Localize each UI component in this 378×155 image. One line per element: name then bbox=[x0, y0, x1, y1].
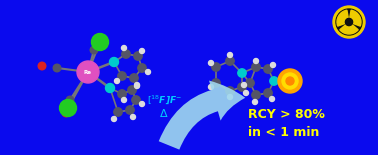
Wedge shape bbox=[337, 10, 348, 26]
Circle shape bbox=[333, 6, 365, 38]
Circle shape bbox=[53, 64, 61, 72]
Circle shape bbox=[209, 84, 214, 89]
Circle shape bbox=[209, 60, 214, 66]
Circle shape bbox=[270, 97, 274, 102]
Wedge shape bbox=[340, 25, 358, 34]
Text: $\Delta$: $\Delta$ bbox=[159, 107, 169, 119]
Circle shape bbox=[264, 89, 272, 97]
Circle shape bbox=[121, 97, 127, 102]
Circle shape bbox=[121, 46, 127, 51]
Circle shape bbox=[336, 9, 362, 35]
Circle shape bbox=[346, 19, 352, 25]
Circle shape bbox=[253, 100, 257, 104]
Circle shape bbox=[242, 82, 246, 88]
Circle shape bbox=[226, 57, 234, 65]
Circle shape bbox=[254, 58, 259, 64]
Circle shape bbox=[212, 79, 220, 87]
Circle shape bbox=[228, 53, 232, 58]
Circle shape bbox=[264, 65, 272, 73]
Circle shape bbox=[252, 63, 260, 71]
Circle shape bbox=[122, 50, 130, 58]
Circle shape bbox=[286, 77, 294, 85]
Wedge shape bbox=[350, 10, 361, 26]
Circle shape bbox=[94, 34, 102, 42]
Circle shape bbox=[66, 96, 74, 104]
Circle shape bbox=[238, 69, 246, 77]
Circle shape bbox=[128, 86, 136, 94]
Circle shape bbox=[270, 77, 278, 85]
Text: RCY > 80%: RCY > 80% bbox=[248, 108, 325, 122]
Circle shape bbox=[132, 96, 140, 104]
Text: $[^{18}$F]F$^{-}$: $[^{18}$F]F$^{-}$ bbox=[147, 94, 181, 106]
FancyArrowPatch shape bbox=[159, 81, 245, 150]
Text: Re: Re bbox=[84, 69, 92, 75]
Circle shape bbox=[238, 83, 246, 91]
Circle shape bbox=[246, 79, 254, 87]
Circle shape bbox=[126, 106, 134, 114]
Circle shape bbox=[134, 52, 142, 60]
Circle shape bbox=[139, 102, 144, 106]
Circle shape bbox=[114, 108, 122, 116]
Circle shape bbox=[62, 109, 70, 117]
Text: in < 1 min: in < 1 min bbox=[248, 126, 319, 139]
Circle shape bbox=[110, 58, 118, 66]
Circle shape bbox=[146, 69, 150, 75]
Circle shape bbox=[118, 90, 126, 98]
Circle shape bbox=[112, 117, 116, 122]
Circle shape bbox=[139, 49, 144, 53]
Circle shape bbox=[252, 91, 260, 99]
Circle shape bbox=[105, 84, 115, 93]
Circle shape bbox=[138, 64, 146, 72]
Circle shape bbox=[59, 100, 76, 117]
Circle shape bbox=[278, 69, 302, 93]
Circle shape bbox=[38, 62, 46, 70]
Circle shape bbox=[90, 46, 98, 54]
Circle shape bbox=[243, 91, 248, 95]
Circle shape bbox=[77, 61, 99, 83]
Circle shape bbox=[212, 63, 220, 71]
Circle shape bbox=[115, 78, 119, 84]
Circle shape bbox=[135, 84, 139, 89]
Circle shape bbox=[282, 73, 298, 89]
Circle shape bbox=[228, 95, 232, 100]
Circle shape bbox=[271, 62, 276, 67]
Circle shape bbox=[135, 82, 139, 88]
Circle shape bbox=[118, 72, 126, 80]
Circle shape bbox=[130, 74, 138, 82]
Circle shape bbox=[226, 87, 234, 95]
Circle shape bbox=[91, 33, 108, 51]
Circle shape bbox=[130, 115, 135, 120]
